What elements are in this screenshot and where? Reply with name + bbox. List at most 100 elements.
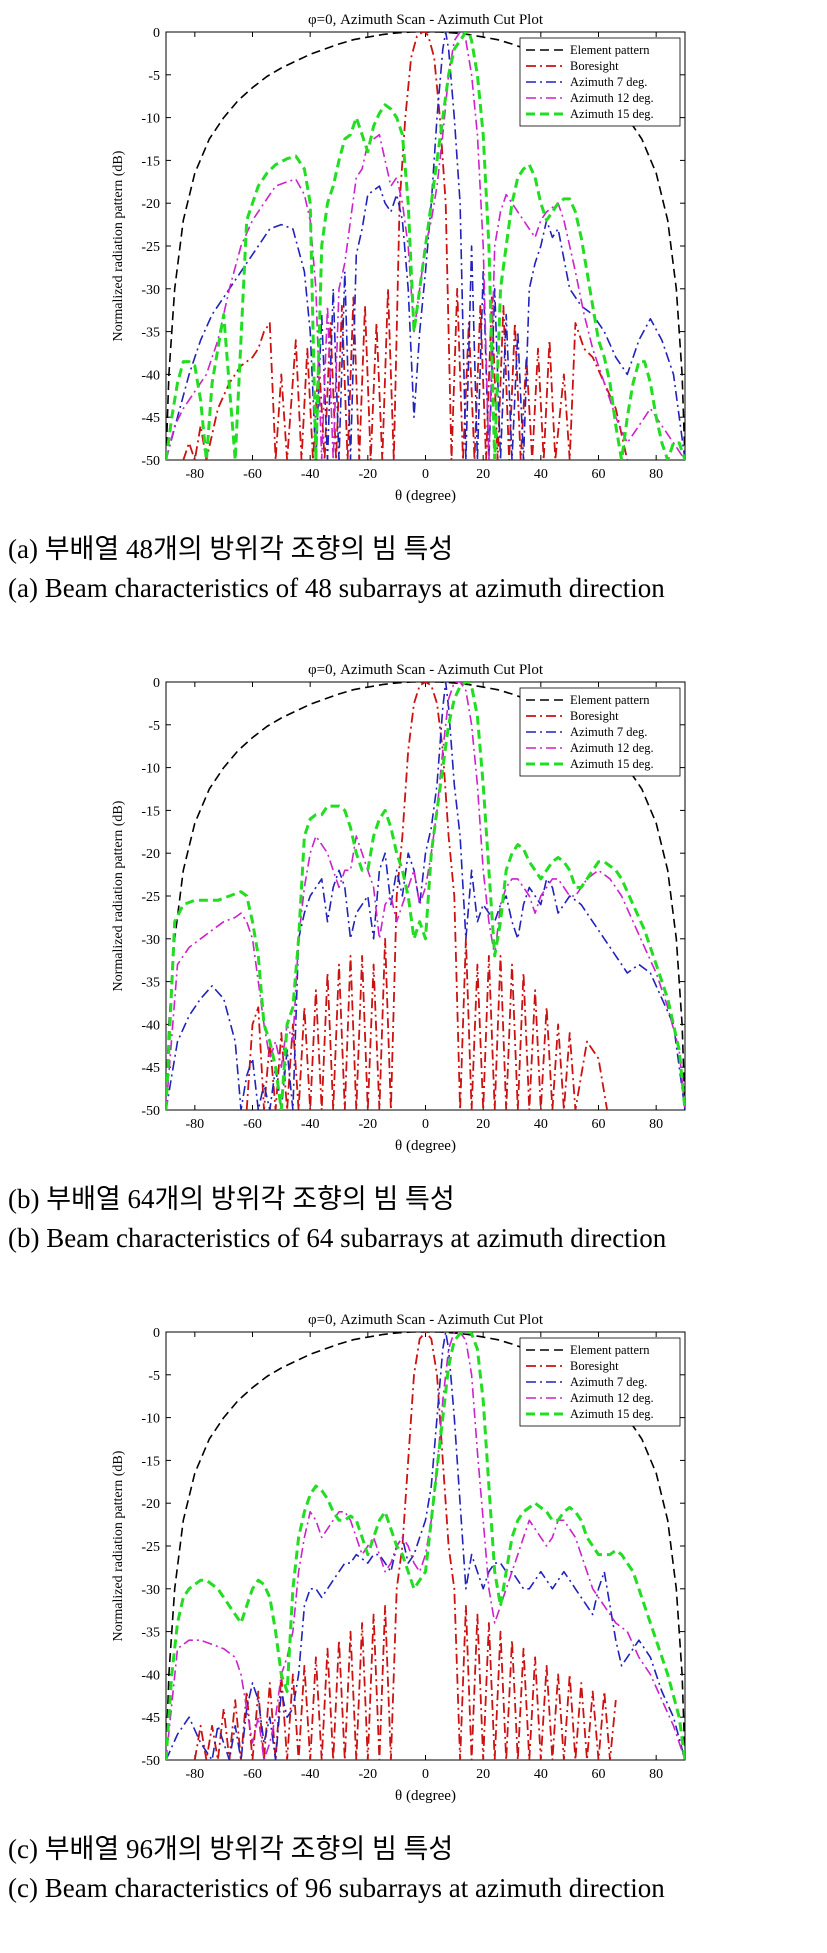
y-axis-label: Normalized radiation pattern (dB) (111, 1450, 126, 1641)
y-tick-label: -50 (141, 1754, 160, 1769)
legend-entry: Azimuth 7 deg. (570, 725, 647, 739)
azimuth-cut-chart-c: -80 -60 -40 -20 0 20 40 60 80 0 -5 -10 -15 -20 -25 -30 -… (111, 1312, 686, 1804)
y-tick-label: -15 (141, 1454, 160, 1469)
y-tick-label: -30 (141, 1583, 160, 1598)
legend-entry: Azimuth 15 deg. (570, 107, 654, 121)
series-line-azimuth-15-deg (166, 32, 685, 460)
y-tick-label: -20 (141, 1497, 160, 1512)
series-line-boresight (193, 1332, 617, 1760)
y-tick-label: -10 (141, 112, 160, 127)
caption-english: (b) Beam characteristics of 64 subarrays… (8, 1223, 667, 1253)
y-axis-label: Normalized radiation pattern (dB) (111, 800, 126, 991)
x-axis-label: θ (degree) (395, 1788, 456, 1804)
series-line-azimuth-15-deg (166, 682, 685, 1110)
legend-entry: Azimuth 15 deg. (570, 1407, 654, 1421)
x-tick-label: 80 (649, 1767, 663, 1782)
legend-entry: Boresight (570, 59, 619, 73)
y-tick-label: -40 (141, 368, 160, 383)
x-tick-label: 80 (649, 1117, 663, 1132)
y-tick-label: -30 (141, 283, 160, 298)
caption-english: (c) Beam characteristics of 96 subarrays… (8, 1873, 665, 1903)
y-tick-label: -35 (141, 976, 160, 991)
x-tick-label: 0 (422, 1767, 429, 1782)
x-tick-label: 20 (476, 1117, 490, 1132)
y-tick-label: -5 (148, 69, 160, 84)
x-tick-label: 80 (649, 467, 663, 482)
x-tick-label: 40 (534, 1767, 548, 1782)
y-tick-label: -25 (141, 1540, 160, 1555)
y-tick-label: -40 (141, 1018, 160, 1033)
y-tick-label: -50 (141, 1104, 160, 1119)
x-tick-label: -20 (358, 1767, 377, 1782)
x-axis-label: θ (degree) (395, 488, 456, 504)
y-tick-label: -5 (148, 719, 160, 734)
legend-entry: Element pattern (570, 1343, 650, 1357)
y-tick-label: -5 (148, 1369, 160, 1384)
x-tick-label: 40 (534, 467, 548, 482)
y-tick-label: -20 (141, 197, 160, 212)
y-tick-label: 0 (153, 26, 160, 41)
y-tick-label: -25 (141, 890, 160, 905)
legend-entry: Azimuth 15 deg. (570, 757, 654, 771)
chart-title: φ=0, Azimuth Scan - Azimuth Cut Plot (308, 12, 544, 28)
legend-entry: Element pattern (570, 43, 650, 57)
x-tick-label: 60 (592, 1767, 606, 1782)
y-tick-label: -45 (141, 1061, 160, 1076)
legend-entry: Azimuth 7 deg. (570, 1375, 647, 1389)
y-tick-label: -50 (141, 454, 160, 469)
x-tick-label: -60 (243, 1117, 262, 1132)
azimuth-cut-chart-a: -80 -60 -40 -20 0 20 40 60 80 0 -5 -10 -15 -20 -25 -30 -… (111, 12, 686, 504)
caption-english: (a) Beam characteristics of 48 subarrays… (8, 573, 665, 603)
y-tick-label: -35 (141, 1626, 160, 1641)
x-tick-label: -40 (301, 1117, 320, 1132)
x-tick-label: 0 (422, 1117, 429, 1132)
legend-entry: Azimuth 12 deg. (570, 91, 654, 105)
caption-korean: (a) 부배열 48개의 방위각 조향의 빔 특성 (8, 534, 454, 564)
series-line-boresight (182, 32, 629, 460)
y-tick-label: -30 (141, 933, 160, 948)
legend-entry: Azimuth 12 deg. (570, 1391, 654, 1405)
azimuth-cut-chart-b: -80 -60 -40 -20 0 20 40 60 80 0 -5 -10 -15 -20 -25 -30 -… (111, 662, 686, 1154)
y-tick-label: -45 (141, 1711, 160, 1726)
x-tick-label: -80 (185, 467, 204, 482)
series-line-azimuth-12-deg (166, 682, 685, 1110)
x-tick-label: -80 (185, 1767, 204, 1782)
legend-entry: Azimuth 7 deg. (570, 75, 647, 89)
series-line-azimuth-7-deg (166, 1332, 685, 1760)
y-tick-label: -20 (141, 847, 160, 862)
y-tick-label: -35 (141, 326, 160, 341)
y-tick-label: 0 (153, 1326, 160, 1341)
y-tick-label: -15 (141, 804, 160, 819)
x-tick-label: 60 (592, 1117, 606, 1132)
y-tick-label: -15 (141, 154, 160, 169)
x-tick-label: -20 (358, 467, 377, 482)
series-line-azimuth-7-deg (166, 32, 685, 460)
x-tick-label: -20 (358, 1117, 377, 1132)
legend-entry: Boresight (570, 709, 619, 723)
caption-korean: (c) 부배열 96개의 방위각 조향의 빔 특성 (8, 1834, 454, 1864)
y-tick-label: 0 (153, 676, 160, 691)
x-tick-label: -80 (185, 1117, 204, 1132)
legend-entry: Azimuth 12 deg. (570, 741, 654, 755)
x-tick-label: -40 (301, 1767, 320, 1782)
x-tick-label: 60 (592, 467, 606, 482)
chart-title: φ=0, Azimuth Scan - Azimuth Cut Plot (308, 1312, 544, 1328)
x-axis-label: θ (degree) (395, 1138, 456, 1154)
x-tick-label: 40 (534, 1117, 548, 1132)
y-tick-label: -10 (141, 1412, 160, 1427)
y-tick-label: -10 (141, 762, 160, 777)
y-tick-label: -25 (141, 240, 160, 255)
y-tick-label: -40 (141, 1668, 160, 1683)
chart-title: φ=0, Azimuth Scan - Azimuth Cut Plot (308, 662, 544, 678)
series-line-boresight (245, 682, 608, 1110)
x-tick-label: 20 (476, 1767, 490, 1782)
x-tick-label: 0 (422, 467, 429, 482)
y-axis-label: Normalized radiation pattern (dB) (111, 150, 126, 341)
legend-entry: Element pattern (570, 693, 650, 707)
y-tick-label: -45 (141, 411, 160, 426)
x-tick-label: -60 (243, 1767, 262, 1782)
x-tick-label: 20 (476, 467, 490, 482)
series-line-azimuth-12-deg (166, 32, 685, 460)
caption-korean: (b) 부배열 64개의 방위각 조향의 빔 특성 (8, 1184, 455, 1214)
x-tick-label: -40 (301, 467, 320, 482)
